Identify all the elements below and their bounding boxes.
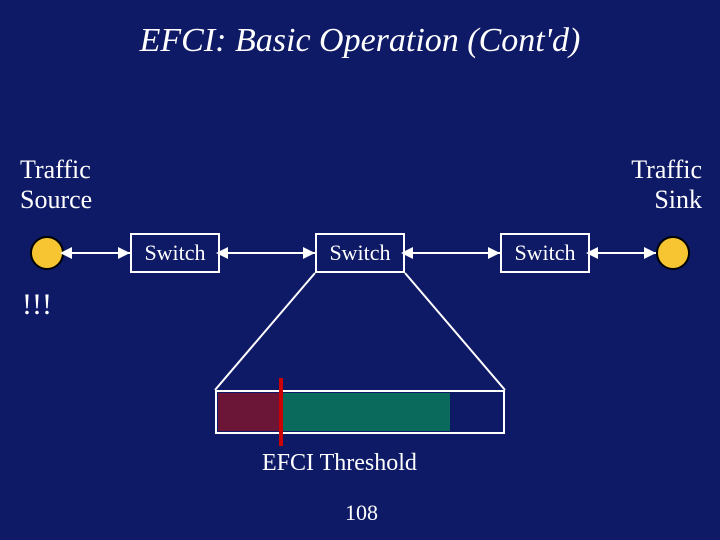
- page-number: 108: [345, 500, 378, 525]
- traffic-sink-label: Traffic Sink: [622, 155, 702, 215]
- expansion-line: [215, 273, 315, 390]
- slide: EFCI: Basic Operation (Cont'd) Traffic S…: [0, 0, 720, 540]
- traffic-sink-line1: Traffic: [631, 155, 702, 184]
- traffic-sink-line2: Sink: [654, 185, 702, 214]
- exclaim-label: !!!: [22, 288, 52, 323]
- switch-label: Switch: [329, 240, 390, 266]
- switch-label: Switch: [514, 240, 575, 266]
- sink-node: [656, 236, 690, 270]
- switch-box-1: Switch: [130, 233, 220, 273]
- expansion-line: [405, 273, 505, 390]
- expansion-line-group: [215, 273, 505, 390]
- slide-title: EFCI: Basic Operation (Cont'd): [0, 22, 720, 60]
- switch-box-3: Switch: [500, 233, 590, 273]
- efci-threshold-label: EFCI Threshold: [262, 450, 417, 478]
- source-node: [30, 236, 64, 270]
- queue-fill-left: [218, 393, 280, 431]
- traffic-source-line2: Source: [20, 185, 92, 214]
- efci-threshold-line: [279, 378, 283, 446]
- queue-fill-right: [280, 393, 450, 431]
- switch-box-2: Switch: [315, 233, 405, 273]
- switch-label: Switch: [144, 240, 205, 266]
- traffic-source-line1: Traffic: [20, 155, 91, 184]
- traffic-source-label: Traffic Source: [20, 155, 92, 215]
